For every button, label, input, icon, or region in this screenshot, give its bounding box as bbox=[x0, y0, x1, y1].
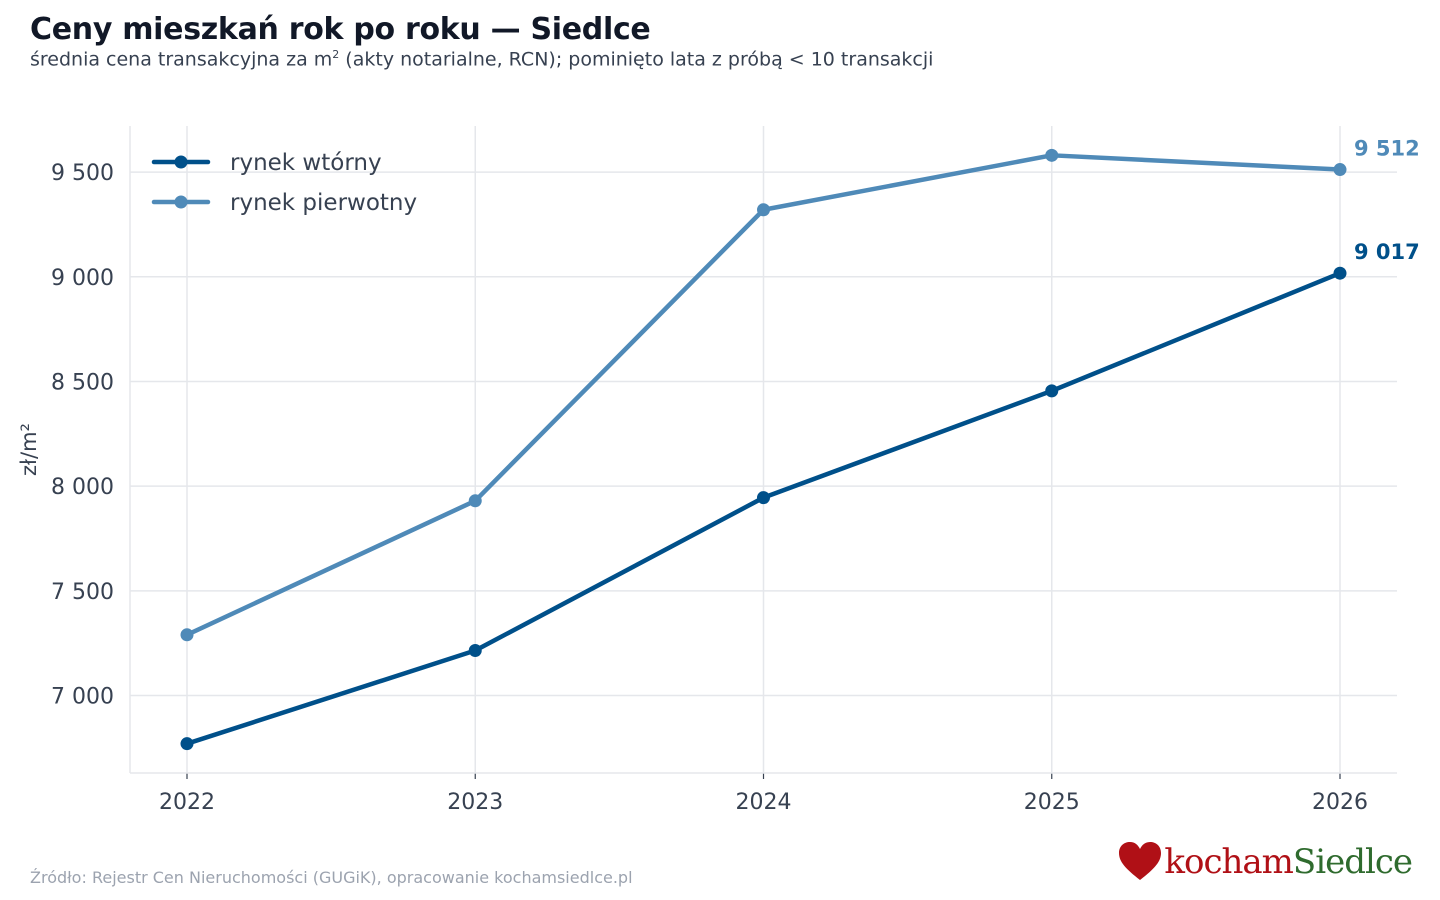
chart-title: Ceny mieszkań rok po roku — Siedlce bbox=[30, 12, 651, 47]
data-point bbox=[468, 494, 482, 508]
data-point bbox=[757, 203, 770, 217]
data-point bbox=[180, 737, 194, 751]
y-tick-label: 9 500 bbox=[51, 161, 114, 186]
heart-icon bbox=[1119, 842, 1162, 880]
brand-logo: kochamSiedlce bbox=[1118, 842, 1413, 882]
legend-marker bbox=[174, 155, 188, 169]
line-chart: 7 000 7 500 8 000 8 500 9 000 9 500 2022 2023 20… bbox=[17, 126, 1420, 815]
axes: 7 000 7 500 8 000 8 500 9 000 9 500 2022 2023 20… bbox=[17, 126, 1397, 815]
y-axis-label: zł/m² bbox=[17, 423, 41, 476]
x-tick-label: 2026 bbox=[1312, 790, 1368, 815]
end-value-label: 9 017 bbox=[1354, 240, 1420, 264]
x-tick-label: 2023 bbox=[447, 790, 503, 815]
y-tick-label: 8 000 bbox=[51, 475, 114, 500]
legend-label: rynek pierwotny bbox=[230, 190, 417, 216]
data-point bbox=[1333, 266, 1347, 280]
data-point bbox=[180, 628, 194, 642]
data-point bbox=[1333, 163, 1347, 177]
logo-text: kochamSiedlce bbox=[1164, 842, 1413, 882]
legend-label: rynek wtórny bbox=[230, 150, 382, 176]
data-point bbox=[1045, 384, 1059, 398]
x-tick-label: 2022 bbox=[159, 790, 215, 815]
end-value-label: 9 512 bbox=[1354, 137, 1420, 161]
logo-text-kocham: kocham bbox=[1164, 842, 1294, 882]
series-group: 9 512 9 017 bbox=[180, 137, 1420, 751]
x-tick-label: 2024 bbox=[736, 790, 792, 815]
data-point bbox=[757, 491, 770, 505]
source-note: Źródło: Rejestr Cen Nieruchomości (GUGiK… bbox=[30, 868, 633, 887]
legend: rynek wtórny rynek pierwotny bbox=[151, 150, 417, 216]
grid-lines bbox=[130, 126, 1397, 773]
y-tick-label: 8 500 bbox=[51, 370, 114, 395]
subtitle-text-rest: (akty notarialne, RCN); pominięto lata z… bbox=[339, 48, 934, 71]
y-tick-label: 7 000 bbox=[51, 685, 114, 710]
subtitle-superscript: 2 bbox=[332, 48, 340, 61]
subtitle-text: średnia cena transakcyjna za m bbox=[30, 48, 333, 71]
y-tick-label: 7 500 bbox=[51, 580, 114, 605]
data-point bbox=[1045, 148, 1059, 162]
y-tick-label: 9 000 bbox=[51, 266, 114, 291]
data-point bbox=[468, 644, 482, 658]
logo-text-siedlce: Siedlce bbox=[1292, 842, 1413, 882]
legend-marker bbox=[174, 195, 188, 209]
chart-subtitle: średnia cena transakcyjna za m2 (akty no… bbox=[30, 48, 933, 70]
x-tick-label: 2025 bbox=[1024, 790, 1080, 815]
